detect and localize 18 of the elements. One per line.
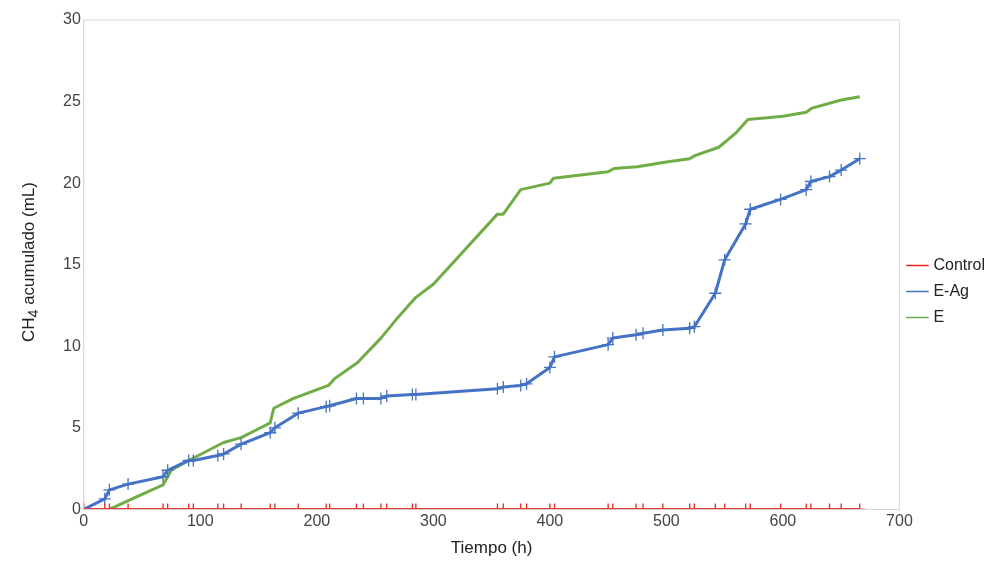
y-tick-label: 10: [63, 336, 81, 354]
legend-label: E: [933, 307, 945, 325]
y-tick-label: 15: [63, 255, 81, 273]
x-axis-title: Tiempo (h): [450, 538, 533, 558]
y-tick-label: 30: [63, 10, 81, 28]
x-tick-label: 600: [769, 512, 797, 530]
x-tick-label: 300: [420, 512, 447, 530]
x-tick-label: 100: [186, 512, 214, 530]
x-tick-label: 700: [886, 512, 913, 530]
x-tick-label: 200: [303, 512, 331, 530]
y-tick-label: 5: [71, 418, 81, 436]
y-tick-label: 20: [63, 173, 81, 191]
legend-label: E-Ag: [933, 281, 969, 299]
y-tick-label: 25: [63, 91, 81, 109]
y-tick-label: 0: [71, 499, 81, 517]
x-tick-label: 400: [536, 512, 564, 530]
x-tick-label: 500: [653, 512, 680, 530]
legend-label: Control: [933, 255, 985, 273]
